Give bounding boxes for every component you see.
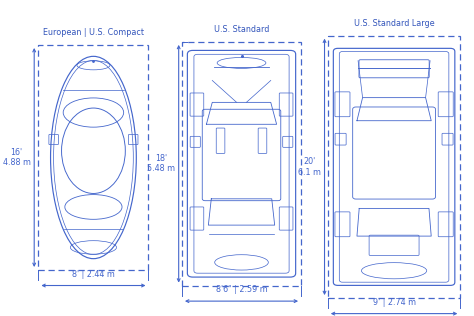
Text: U.S. Standard Large: U.S. Standard Large	[354, 19, 434, 28]
Text: 18'
5.48 m: 18' 5.48 m	[147, 154, 175, 173]
Text: 8'6" | 2.59 m: 8'6" | 2.59 m	[216, 285, 267, 294]
Text: 20'
6.1 m: 20' 6.1 m	[298, 157, 321, 177]
Text: 8' | 2.44 m: 8' | 2.44 m	[72, 270, 115, 279]
Text: 9' | 2.74 m: 9' | 2.74 m	[373, 298, 416, 307]
Text: U.S. Standard: U.S. Standard	[214, 25, 269, 34]
Text: 16'
4.88 m: 16' 4.88 m	[3, 148, 31, 167]
Bar	[38, 45, 148, 270]
Bar	[328, 36, 460, 298]
Text: European | U.S. Compact: European | U.S. Compact	[43, 28, 144, 37]
Bar	[182, 42, 301, 286]
